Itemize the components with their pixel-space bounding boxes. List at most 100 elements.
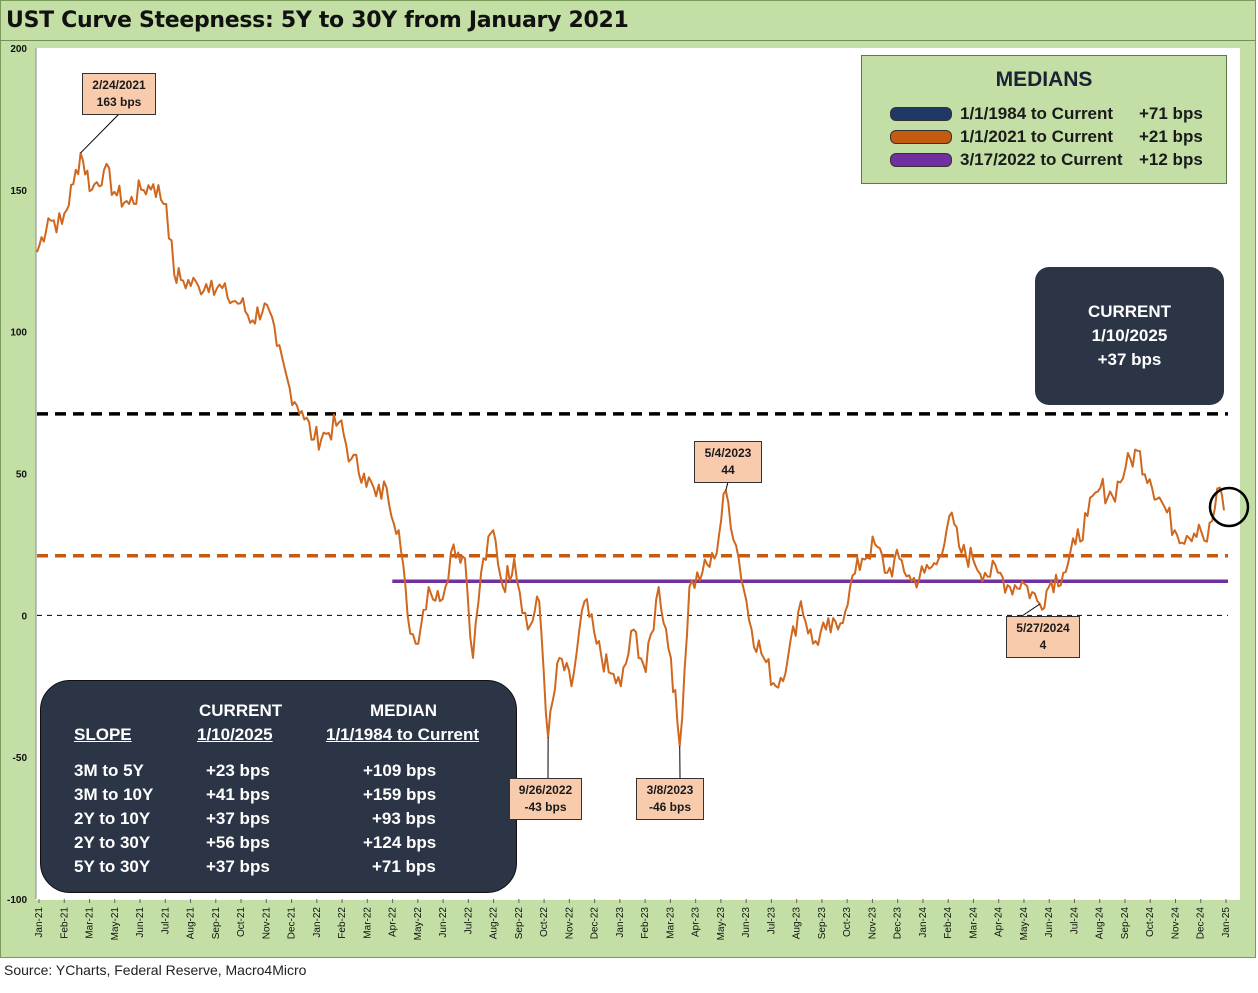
legend-swatch [890,153,952,167]
x-tick-label: Jan-21 [34,907,45,938]
x-tick-label: Jun-23 [741,907,752,938]
x-tick-label: Feb-24 [943,907,954,939]
title-rule [0,40,1256,41]
legend-swatch [890,130,952,144]
callout-date: 5/27/2024 [1016,621,1070,635]
x-tick-label: Mar-22 [362,907,373,939]
x-tick-label: Oct-23 [842,907,853,937]
row-current: +23 bps [206,761,270,780]
x-tick-label: May-22 [413,907,424,941]
y-tick-label: 0 [21,611,27,622]
callout-peak: 2/24/2021 163 bps [82,73,156,115]
legend: MEDIANS 1/1/1984 to Current +71 bps 1/1/… [861,55,1227,184]
row-current: +56 bps [206,833,270,852]
x-tick-label: Sep-23 [817,907,828,940]
callout-value: -43 bps [524,800,567,814]
x-tick-label: Dec-22 [590,907,601,940]
callout-leaders [80,113,1041,779]
x-tick-label: Feb-21 [59,907,70,939]
callout-value: 163 bps [96,95,142,109]
row-slope: 2Y to 10Y [74,809,151,828]
header-median: MEDIAN [370,701,438,720]
slope-table: CURRENT MEDIAN SLOPE 1/10/2025 1/1/1984 … [40,680,517,893]
callout-mar-2023: 3/8/2023 -46 bps [636,778,704,820]
callout-value: 4 [1039,638,1047,652]
header-median-range: 1/1/1984 to Current [326,725,480,744]
current-value-box: CURRENT 1/10/2025 +37 bps [1035,267,1224,405]
x-tick-label: Sep-21 [211,907,222,940]
header-current-date: 1/10/2025 [197,725,273,744]
x-tick-label: May-23 [716,907,727,941]
callout-value: -46 bps [648,800,691,814]
x-axis: Jan-21 Feb-21 Mar-21 May-21 Jun-21 Jul-21 Aug-… [34,899,1232,940]
callout-leader [80,113,120,154]
header-current: CURRENT [199,701,283,720]
x-tick-label: May-21 [110,907,121,941]
reference-lines [37,412,1228,616]
callout-leader [725,481,729,491]
x-tick-label: Feb-23 [640,907,651,939]
y-tick-label: 50 [16,470,28,481]
y-axis: 200 150 100 50 0 -50 -100 [7,44,37,906]
row-median: +124 bps [363,833,437,852]
x-tick-label: Jan-22 [312,907,323,938]
x-tick-label: Aug-23 [792,907,803,940]
legend-value: +21 bps [1139,127,1203,146]
callout-leader [1021,603,1041,617]
x-tick-label: Nov-24 [1170,907,1181,940]
legend-value: +12 bps [1139,150,1203,169]
x-tick-label: Oct-21 [236,907,247,937]
x-tick-label: Jun-22 [438,907,449,938]
x-tick-label: Oct-24 [1145,907,1156,937]
row-median: +109 bps [363,761,437,780]
x-tick-label: Dec-23 [893,907,904,940]
x-tick-label: Apr-24 [994,907,1005,937]
x-tick-label: Dec-24 [1196,907,1207,940]
callout-date: 5/4/2023 [704,446,752,460]
callout-date: 3/8/2023 [646,783,694,797]
legend-range: 3/17/2022 to Current [960,150,1123,169]
x-tick-label: Feb-22 [337,907,348,939]
series-line [36,152,1225,747]
x-tick-label: Mar-24 [968,907,979,939]
row-slope: 2Y to 30Y [74,833,151,852]
row-current: +41 bps [206,785,270,804]
row-median: +159 bps [363,785,437,804]
callout-date: 9/26/2022 [518,783,573,797]
x-tick-label: May-24 [1019,907,1030,941]
row-median: +71 bps [372,857,436,876]
x-tick-label: Sep-22 [514,907,525,940]
current-label: CURRENT [1087,302,1172,321]
x-tick-label: Jun-24 [1044,907,1055,938]
callout-may-2024: 5/27/2024 4 [1006,616,1080,658]
row-slope: 3M to 5Y [74,761,144,780]
x-tick-label: Jul-23 [766,907,777,935]
current-value: +37 bps [1097,350,1162,369]
x-tick-label: Nov-21 [261,907,272,940]
y-tick-label: -100 [7,895,27,906]
x-tick-label: Nov-23 [867,907,878,940]
row-slope: 3M to 10Y [74,785,154,804]
x-tick-label: Nov-22 [564,907,575,940]
x-tick-label: Aug-21 [186,907,197,940]
legend-value: +71 bps [1139,104,1203,123]
x-tick-label: Jul-22 [463,907,474,935]
y-tick-label: 200 [10,44,27,55]
y-tick-label: 100 [10,328,27,339]
callout-sep-2022: 9/26/2022 -43 bps [509,778,582,820]
legend-range: 1/1/1984 to Current [960,104,1114,123]
x-tick-label: Dec-21 [287,907,298,940]
y-tick-label: 150 [10,186,27,197]
x-tick-label: Jul-24 [1069,907,1080,935]
row-median: +93 bps [372,809,436,828]
x-tick-label: Jun-21 [135,907,146,938]
current-date: 1/10/2025 [1091,326,1168,345]
x-tick-label: Sep-24 [1120,907,1131,940]
x-tick-label: Mar-23 [665,907,676,939]
callout-value: 44 [721,463,735,477]
x-tick-label: Mar-21 [85,907,96,939]
y-tick-label: -50 [13,753,28,764]
x-tick-label: Apr-23 [691,907,702,937]
row-slope: 5Y to 30Y [74,857,151,876]
x-tick-label: Jul-21 [160,907,171,935]
